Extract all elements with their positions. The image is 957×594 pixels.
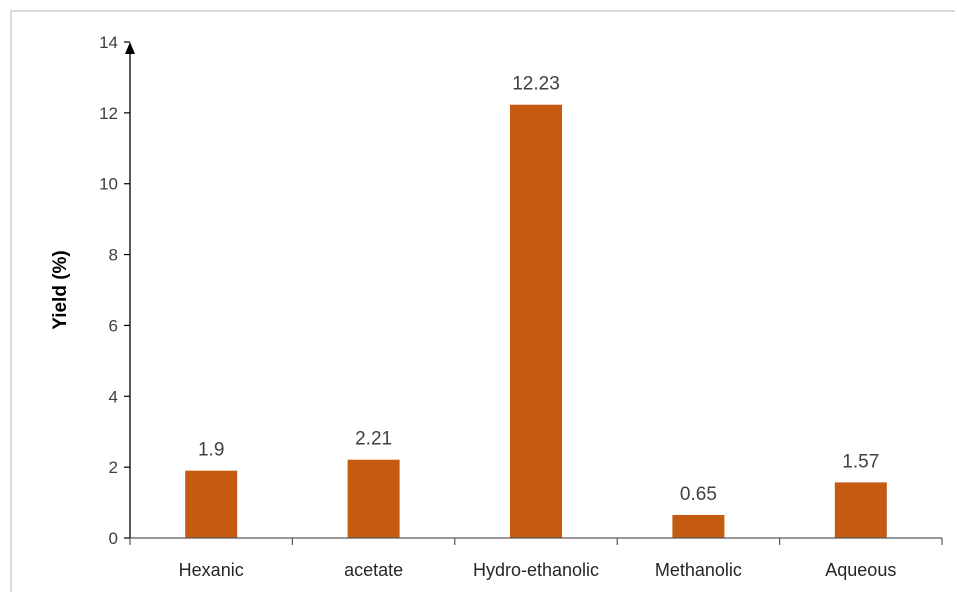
bar — [185, 470, 238, 538]
chart-frame — [10, 10, 955, 592]
data-label: 2.21 — [355, 429, 392, 450]
y-tick-label: 10 — [99, 175, 118, 194]
bars: 1.9 2.21 12.23 0.65 1.57 — [185, 74, 887, 539]
y-tick-label: 0 — [109, 529, 118, 548]
category-label: acetate — [344, 560, 403, 580]
data-label: 12.23 — [512, 74, 560, 95]
y-tick-label: 6 — [109, 316, 118, 335]
bar — [834, 482, 887, 538]
y-tick-label: 14 — [99, 33, 118, 52]
bar — [347, 459, 400, 538]
category-label: Hydro-ethanolic — [473, 560, 599, 580]
bar — [672, 514, 725, 538]
y-tick-label: 8 — [109, 246, 118, 265]
data-label: 1.9 — [198, 440, 224, 461]
category-label: Hexanic — [179, 560, 244, 580]
y-tick-label: 12 — [99, 104, 118, 123]
data-label: 1.57 — [842, 451, 879, 472]
bar — [510, 104, 562, 539]
category-label: Methanolic — [655, 560, 742, 580]
y-tick-label: 2 — [109, 458, 118, 477]
category-label: Aqueous — [825, 560, 896, 580]
y-axis-title: Yield (%) — [50, 250, 71, 330]
y-axis-ticks: 0 2 4 6 8 10 12 14 — [99, 33, 130, 548]
y-axis-arrow — [125, 42, 135, 54]
x-axis-ticks: Hexanic acetate Hydro-ethanolic Methanolic A… — [129, 538, 943, 580]
y-tick-label: 4 — [109, 387, 118, 406]
data-label: 0.65 — [680, 484, 717, 505]
